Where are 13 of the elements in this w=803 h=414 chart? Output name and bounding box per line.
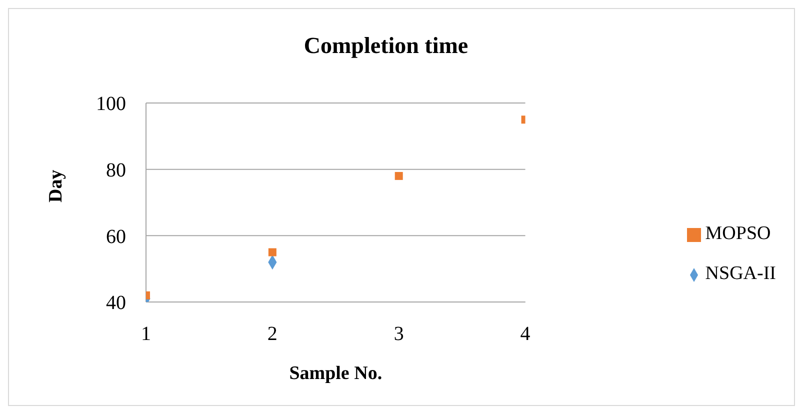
x-axis-title: Sample No. [289, 363, 382, 384]
x-tick-label: 4 [520, 323, 530, 346]
chart-title: Completion time [302, 33, 470, 59]
x-tick-label: 2 [267, 323, 278, 346]
y-tick-label: 40 [106, 292, 126, 314]
y-tick-label: 100 [96, 93, 126, 116]
y-axis-title: Day [46, 169, 67, 202]
y-tick-label: 60 [106, 226, 126, 248]
x-tick-label: 3 [394, 323, 404, 346]
x-tick-label: 1 [141, 323, 151, 346]
legend-label: NSGA-II [705, 263, 776, 284]
y-tick-label: 80 [106, 159, 126, 182]
legend-label: MOPSO [705, 223, 771, 244]
